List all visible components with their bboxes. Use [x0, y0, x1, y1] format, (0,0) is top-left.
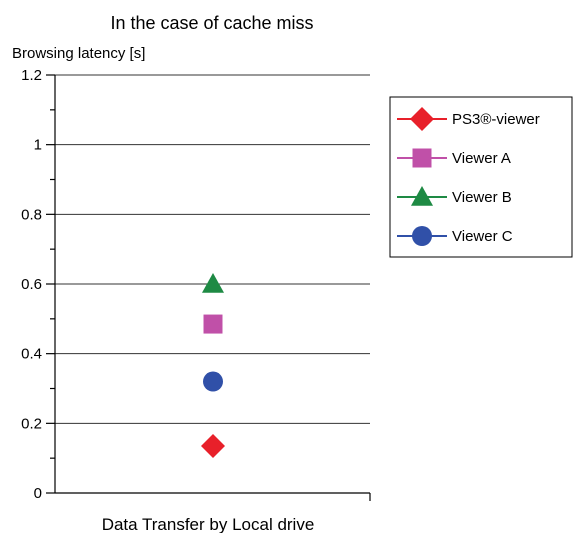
legend-label: Viewer A	[452, 150, 511, 167]
legend-label: PS3®-viewer	[452, 111, 540, 128]
chart-title: In the case of cache miss	[110, 13, 313, 33]
legend-item: Viewer A	[397, 148, 511, 168]
y-axis-title: Browsing latency [s]	[12, 45, 145, 62]
data-point-diamond	[201, 433, 225, 458]
legend-label: Viewer C	[452, 228, 513, 245]
data-point-square	[203, 314, 223, 334]
y-tick-label: 0.6	[21, 276, 42, 293]
legend-items: PS3®-viewer Viewer A Viewer B Viewer C	[397, 107, 540, 246]
legend: PS3®-viewer Viewer A Viewer B Viewer C	[389, 96, 573, 258]
legend-marker-circle-icon	[412, 226, 432, 246]
data-point-triangle	[202, 273, 224, 293]
legend-label: Viewer B	[452, 189, 512, 206]
y-tick-label: 0	[34, 485, 42, 502]
legend-marker-square-icon	[412, 148, 432, 168]
y-tick-label: 0.4	[21, 346, 42, 363]
x-category-label: Data Transfer by Local drive	[102, 515, 315, 533]
axes	[46, 74, 371, 501]
data-points	[201, 273, 225, 458]
y-tick-labels: 0 0.2 0.4 0.6 0.8 1 1.2	[21, 67, 42, 502]
legend-item: Viewer C	[397, 226, 513, 246]
y-tick-label: 1	[34, 137, 42, 154]
legend-marker-triangle-icon	[411, 186, 433, 206]
y-tick-label: 0.2	[21, 415, 42, 432]
data-point-circle	[203, 371, 223, 392]
legend-marker-diamond-icon	[410, 107, 434, 131]
y-tick-label: 1.2	[21, 67, 42, 84]
gridlines	[55, 74, 370, 424]
y-tick-label: 0.8	[21, 206, 42, 223]
legend-item: PS3®-viewer	[397, 107, 540, 131]
legend-item: Viewer B	[397, 186, 512, 206]
